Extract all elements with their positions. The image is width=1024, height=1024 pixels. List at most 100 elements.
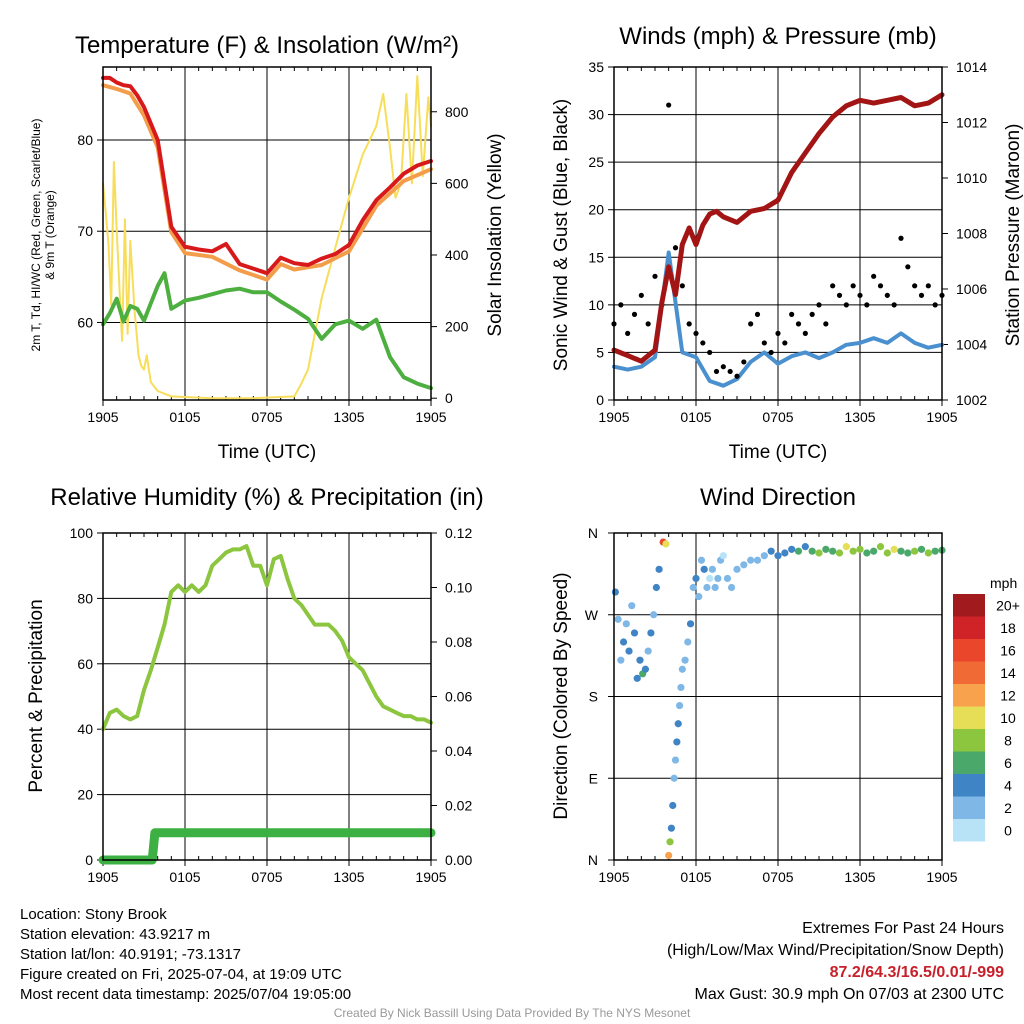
wind-line	[612, 250, 944, 388]
x-tick-label: 0105	[169, 409, 200, 425]
x-tick-label: 0705	[762, 409, 793, 425]
latlon-text: Station lat/lon: 40.9191; -73.1317	[20, 946, 242, 963]
plot-frame	[102, 532, 432, 861]
gust-point	[700, 340, 706, 346]
gust-point	[679, 283, 685, 289]
location-text: Location: Stony Brook	[20, 906, 167, 923]
direction-point	[697, 556, 706, 564]
gust-point	[652, 273, 658, 279]
direction-point	[695, 592, 703, 601]
gust-point	[754, 311, 761, 317]
x-tick-label: 1305	[844, 869, 875, 885]
y-right-tick-label: 0.08	[445, 634, 472, 650]
direction-point	[692, 574, 700, 583]
x-tick-label: 1305	[844, 409, 875, 425]
gust-point	[898, 235, 904, 241]
direction-point	[619, 638, 628, 646]
direction-ylabel: Direction (Colored By Speed)	[551, 572, 572, 819]
direction-point	[747, 556, 755, 564]
gust-point	[836, 292, 843, 298]
y-right-tick-label: 0.02	[445, 798, 472, 814]
direction-point	[931, 547, 939, 555]
direction-point	[686, 620, 695, 628]
direction-point	[897, 547, 905, 555]
x-tick-label: 1905	[598, 869, 629, 885]
legend-label: 18	[1000, 620, 1016, 636]
y-right-tick-label: 0.04	[445, 743, 472, 759]
direction-point	[822, 545, 830, 553]
x-tick-label: 1305	[333, 409, 364, 425]
direction-point	[740, 561, 748, 569]
direction-point	[856, 545, 864, 553]
y-tick-label: 0	[85, 852, 93, 868]
direction-point	[808, 547, 816, 555]
temperature-xlabel: Time (UTC)	[218, 442, 317, 463]
legend-swatch	[953, 706, 985, 729]
y-tick-label: 80	[77, 590, 93, 606]
extremes-title: Extremes For Past 24 Hours	[802, 920, 1004, 937]
legend-swatch	[953, 774, 985, 797]
x-tick-label: 0705	[251, 869, 282, 885]
gust-point	[905, 264, 911, 270]
direction-point	[870, 547, 878, 555]
extremes-values: 87.2/64.3/16.5/0.01/-999	[829, 964, 1004, 981]
dewpoint-line	[101, 271, 433, 391]
gust-point	[864, 302, 870, 308]
gust-point	[707, 349, 713, 356]
winds-title: Winds (mph) & Pressure (mb)	[619, 23, 936, 50]
t9m-line	[101, 83, 433, 282]
direction-point	[917, 545, 926, 553]
direction-point	[774, 552, 782, 560]
gust-point	[638, 292, 644, 298]
direction-point	[674, 720, 682, 728]
direction-point	[788, 545, 796, 553]
y-tick-label: 70	[77, 223, 93, 239]
x-tick-label: 1305	[333, 869, 364, 885]
y-right-tick-label: 0.12	[445, 525, 472, 541]
y-right-tick-label: 600	[445, 175, 469, 191]
y-tick-label: E	[589, 770, 598, 786]
gust-point	[741, 359, 747, 365]
y-tick-label: N	[588, 525, 598, 541]
gust-point	[857, 292, 863, 298]
direction-point	[863, 549, 871, 557]
legend-swatch	[953, 684, 985, 707]
humidity-title: Relative Humidity (%) & Precipitation (i…	[50, 484, 483, 511]
winds-xlabel: Time (UTC)	[729, 442, 828, 463]
y-tick-label: 40	[77, 721, 93, 737]
direction-point	[781, 549, 789, 557]
gust-point	[809, 311, 815, 317]
direction-point	[760, 552, 768, 560]
pressure-line	[611, 92, 945, 364]
direction-point	[628, 602, 636, 610]
direction-point	[911, 547, 919, 555]
wind-direction-title: Wind Direction	[700, 484, 856, 511]
gust-point	[871, 273, 877, 279]
humidity-ylabel: Percent & Precipitation	[26, 599, 47, 792]
legend-label: 8	[1004, 732, 1012, 748]
elevation-text: Station elevation: 43.9217 m	[20, 926, 211, 943]
solar-ylabel: Solar Insolation (Yellow)	[485, 133, 506, 336]
y-tick-label: 20	[77, 787, 93, 803]
x-tick-label: 0705	[762, 869, 793, 885]
credit-text: Created By Nick Bassill Using Data Provi…	[333, 1006, 691, 1020]
gust-point	[795, 321, 802, 327]
y-right-tick-label: 200	[445, 319, 469, 335]
y-right-tick-label: 1012	[956, 115, 987, 131]
gust-point	[912, 283, 918, 289]
y-tick-label: 100	[70, 525, 94, 541]
y-tick-label: 15	[588, 249, 604, 265]
x-tick-label: 1905	[415, 869, 446, 885]
y-tick-label: 5	[596, 344, 604, 360]
gust-point	[782, 340, 788, 346]
y-tick-label: 10	[588, 297, 604, 313]
direction-point	[670, 774, 678, 782]
y-right-tick-label: 1004	[956, 337, 987, 353]
legend-swatch	[953, 639, 985, 662]
x-tick-label: 1905	[415, 409, 446, 425]
direction-point	[666, 838, 674, 846]
x-tick-label: 1905	[926, 409, 957, 425]
x-tick-label: 0705	[251, 409, 282, 425]
direction-point	[641, 665, 650, 673]
direction-point	[801, 543, 809, 551]
